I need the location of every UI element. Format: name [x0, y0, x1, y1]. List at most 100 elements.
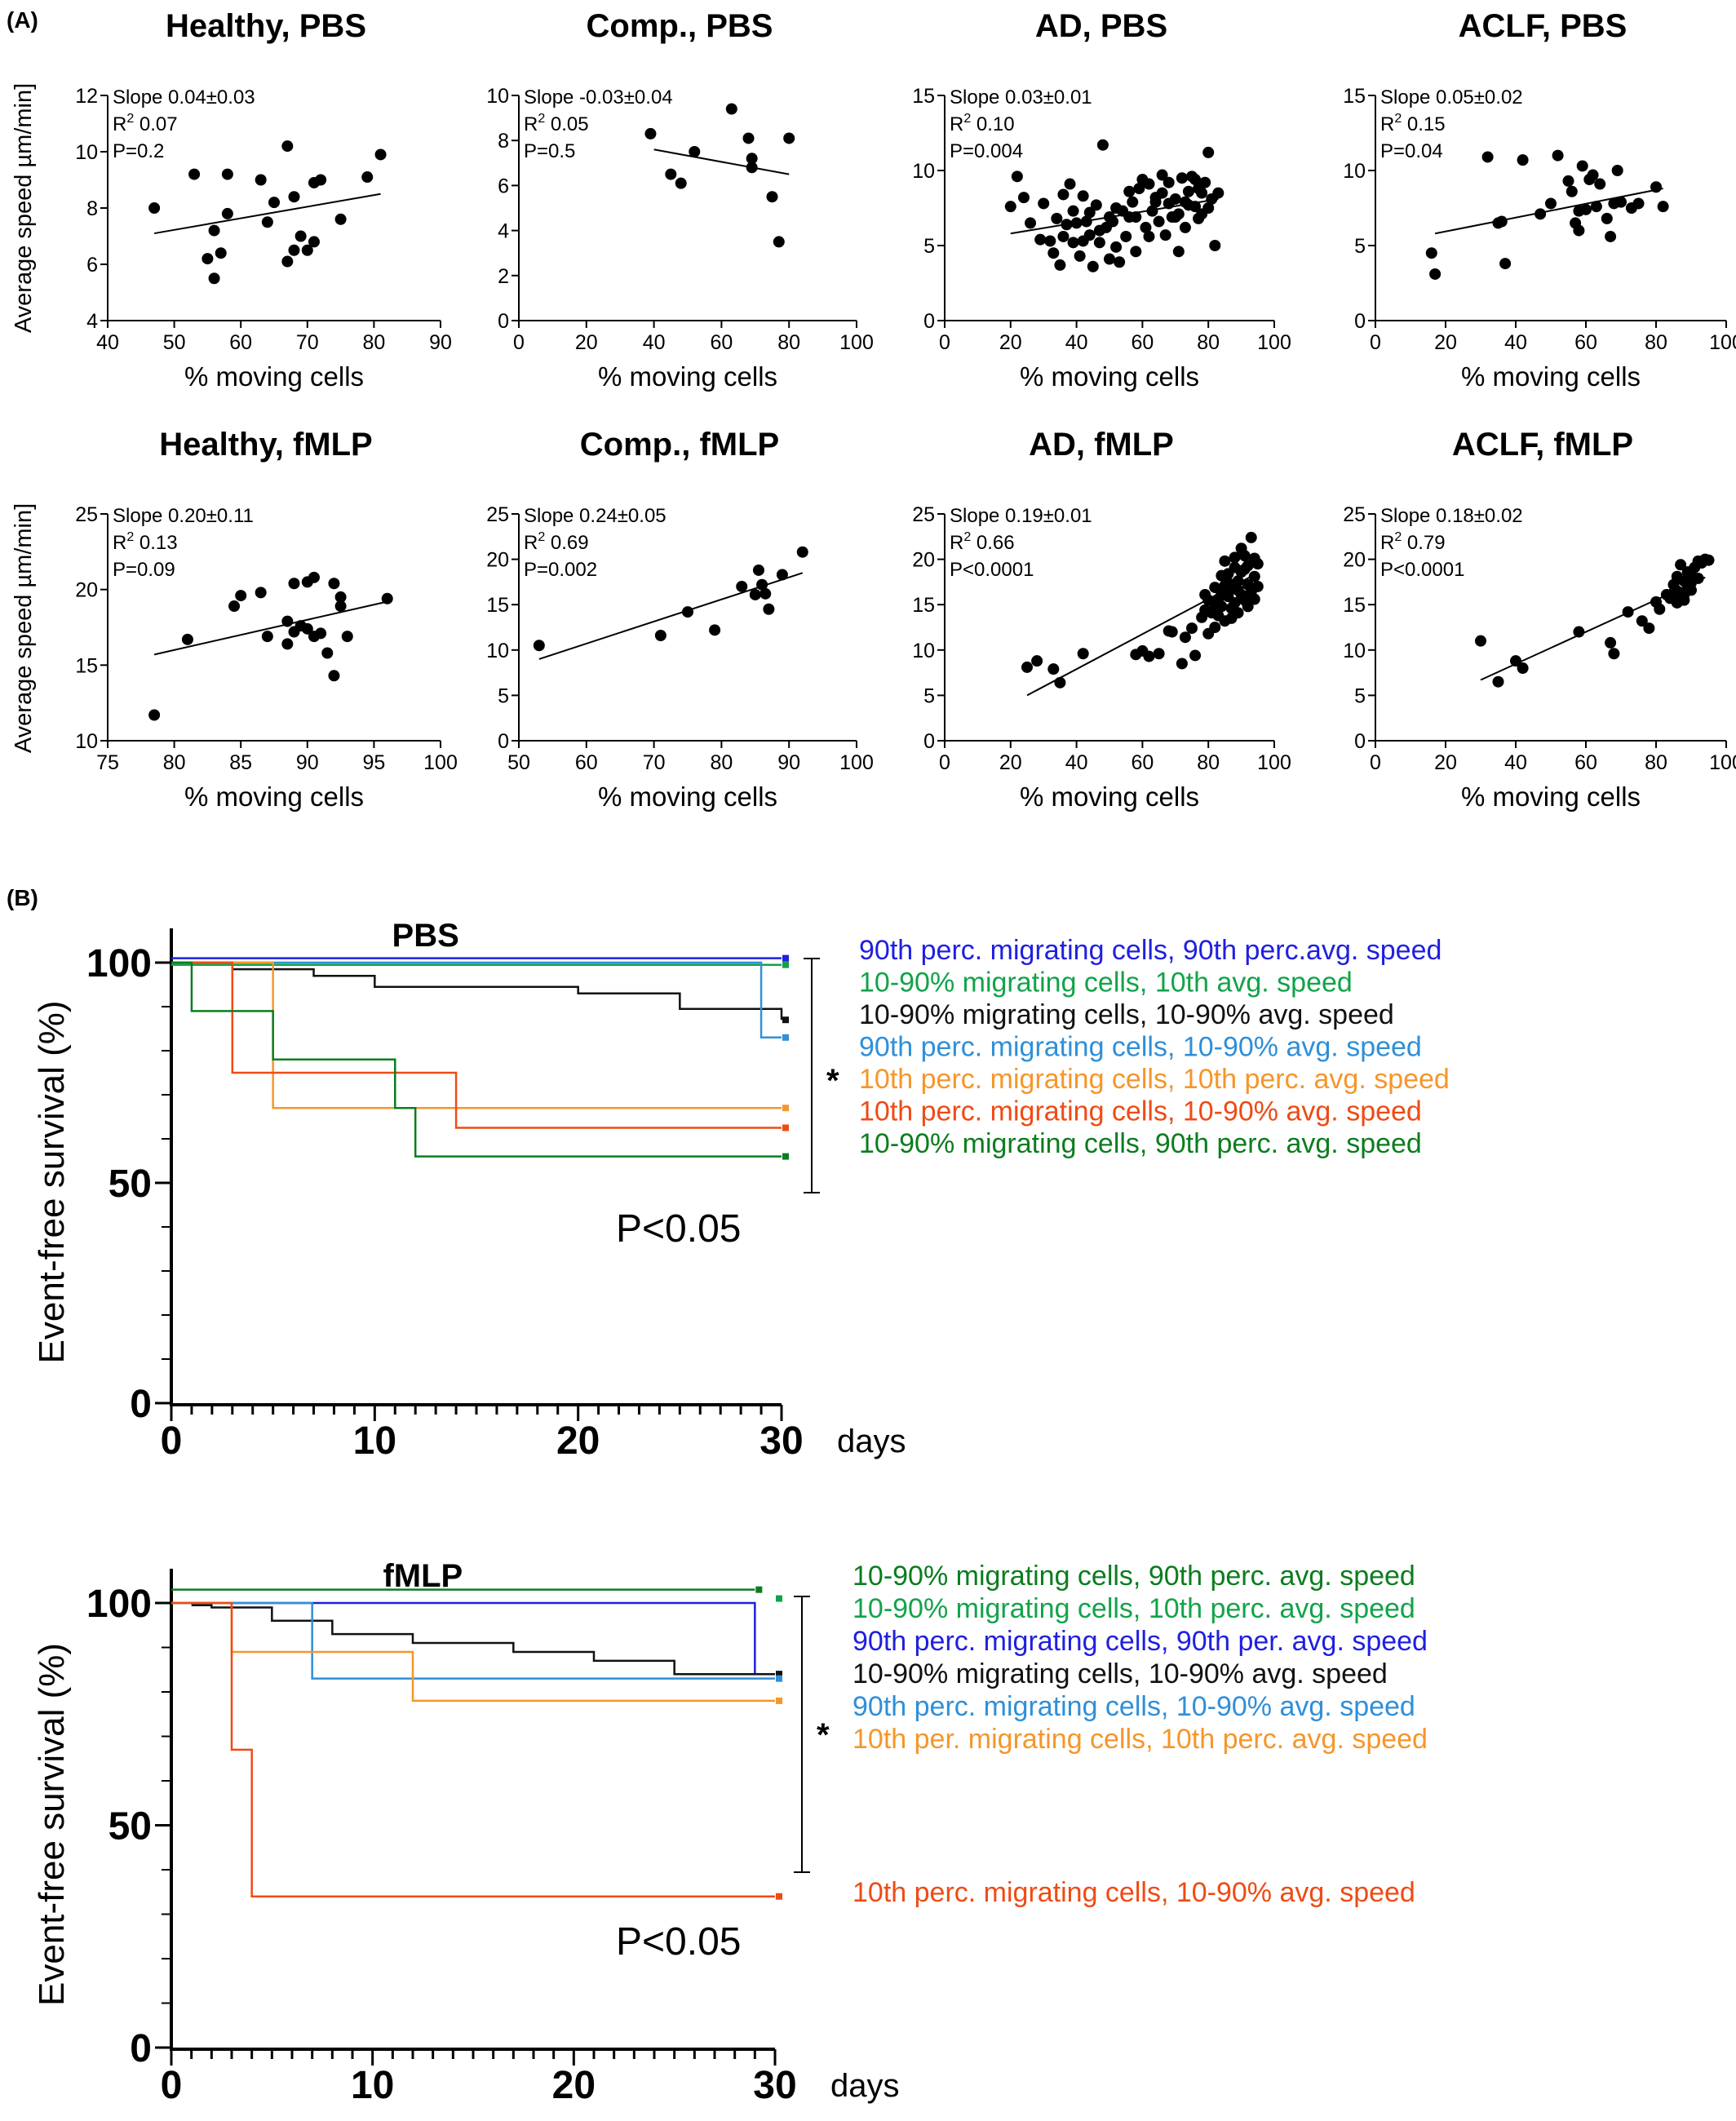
stat-slope: Slope 0.04±0.03 [113, 86, 255, 108]
y-tick-label: 25 [75, 503, 98, 526]
y-tick-label: 15 [1343, 594, 1366, 617]
stat-slope: Slope 0.03±0.01 [950, 86, 1092, 108]
data-point [308, 571, 320, 583]
data-point [1202, 202, 1215, 214]
data-point [1643, 622, 1655, 635]
x-tick-label: 20 [999, 751, 1022, 774]
y-tick-label: 50 [108, 1162, 152, 1206]
chart-title: PBS [392, 918, 459, 954]
x-tick-label: 20 [999, 331, 1022, 354]
survival-curve [171, 961, 782, 1158]
stat-slope: Slope 0.19±0.01 [950, 505, 1092, 527]
censor-mark [776, 1671, 782, 1678]
data-point [1534, 208, 1547, 220]
y-tick-label: 0 [1354, 730, 1366, 753]
x-tick-label: 80 [1645, 751, 1667, 774]
censor-mark [782, 1153, 789, 1160]
y-axis-label: Event-free survival (%) [32, 1643, 72, 2006]
y-tick-label: 10 [1343, 640, 1366, 662]
data-point [533, 640, 545, 652]
x-axis-label: days [837, 1424, 906, 1459]
data-point [1146, 205, 1158, 217]
data-point [1179, 631, 1191, 644]
data-point [181, 633, 193, 645]
data-point [381, 592, 393, 604]
data-point [1671, 596, 1683, 609]
data-point [1209, 622, 1221, 633]
data-point [288, 244, 300, 256]
x-tick-label: 50 [163, 331, 186, 354]
data-point [1199, 588, 1211, 600]
y-tick-label: 10 [912, 640, 935, 662]
data-point [1162, 197, 1175, 210]
data-point [1667, 587, 1680, 599]
censor-mark [755, 1586, 763, 1593]
y-tick-label: 0 [130, 2027, 152, 2070]
data-point [1229, 551, 1241, 564]
data-point [1573, 224, 1585, 237]
x-axis-label: % moving cells [184, 361, 364, 392]
y-tick-label: 0 [923, 730, 935, 753]
data-point [261, 631, 273, 643]
data-point [1077, 648, 1089, 660]
x-tick-label: 40 [1065, 331, 1088, 354]
data-point [1196, 187, 1208, 199]
y-axis-label-row2: Average speed µm/min] [11, 503, 37, 753]
stat-slope: Slope 0.05±0.02 [1380, 86, 1523, 108]
y-tick-label: 25 [486, 503, 509, 526]
data-point [776, 569, 788, 581]
data-point [1143, 178, 1155, 190]
data-point [1495, 215, 1508, 228]
y-tick-label: 50 [108, 1805, 152, 1849]
data-point [1429, 268, 1442, 280]
x-tick-label: 100 [839, 751, 874, 774]
data-point [783, 132, 795, 144]
data-point [1576, 160, 1588, 172]
data-point [1248, 593, 1260, 605]
data-point [749, 588, 761, 600]
y-tick-label: 5 [1354, 235, 1366, 258]
data-point [1212, 187, 1224, 199]
chart-title: ACLF, fMLP [1452, 427, 1633, 463]
legend-entry: 10th per. migrating cells, 10th perc. av… [852, 1724, 1428, 1755]
y-tick-label: 5 [498, 684, 509, 707]
data-point [1127, 196, 1139, 208]
x-axis-label: % moving cells [598, 782, 777, 812]
data-point [766, 191, 778, 203]
y-tick-label: 15 [912, 594, 935, 617]
data-point [1143, 650, 1155, 662]
x-tick-label: 80 [1197, 331, 1220, 354]
x-axis-label: days [830, 2068, 900, 2104]
chart-title: Comp., PBS [587, 8, 773, 44]
censor-mark [782, 961, 789, 968]
x-tick-label: 100 [839, 331, 874, 354]
chart-healthy_pbs: Healthy, PBS 40 50 60 70 80 90 4 6 8 10 12 % moving … [75, 8, 452, 392]
data-point [654, 630, 666, 642]
data-point [1481, 151, 1494, 163]
data-point [288, 191, 300, 203]
data-point [1156, 169, 1168, 181]
stat-slope: Slope 0.20±0.11 [113, 505, 254, 527]
data-point [1594, 178, 1606, 190]
data-point [760, 587, 772, 600]
data-point [1611, 165, 1623, 176]
regression-line [153, 193, 381, 235]
data-point [221, 207, 233, 219]
data-point [1149, 192, 1162, 204]
stat-p: P=0.5 [524, 140, 575, 162]
data-point [1202, 146, 1215, 158]
y-tick-label: 10 [75, 730, 98, 753]
x-tick-label: 100 [1257, 331, 1291, 354]
regression-line [1434, 188, 1663, 235]
data-point [1186, 622, 1198, 635]
survival-curve [171, 1601, 775, 1703]
x-tick-label: 100 [1257, 751, 1291, 774]
data-point [725, 103, 737, 115]
data-point [1087, 260, 1099, 272]
data-point [208, 224, 220, 237]
significance-star: * [817, 1717, 830, 1753]
data-point [1251, 558, 1264, 570]
legend-entry: 10-90% migrating cells, 10th perc. avg. … [852, 1593, 1415, 1624]
data-point [1189, 649, 1202, 662]
chart-title: ACLF, PBS [1459, 8, 1628, 44]
